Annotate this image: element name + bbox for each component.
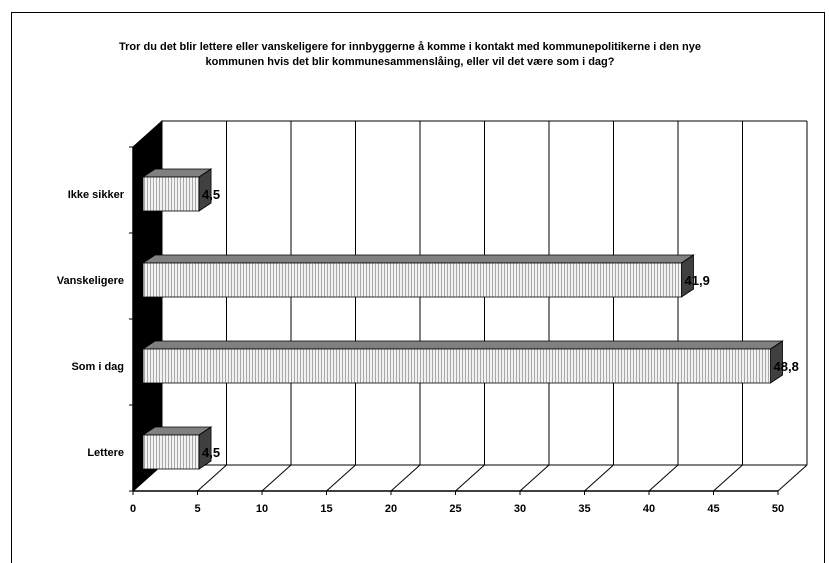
data-label: 4,5 xyxy=(202,187,220,202)
data-label: 41,9 xyxy=(685,273,710,288)
x-tick-label: 35 xyxy=(578,503,590,515)
x-tick-label: 45 xyxy=(707,503,719,515)
bar xyxy=(142,348,771,384)
category-label: Vanskeligere xyxy=(57,275,124,287)
floor-gridline xyxy=(197,464,227,492)
x-tick-label: 40 xyxy=(643,503,655,515)
chart-title: Tror du det blir lettere eller vanskelig… xyxy=(119,41,701,68)
category-label: Ikke sikker xyxy=(68,189,125,201)
x-tick-label: 50 xyxy=(772,503,784,515)
bars xyxy=(141,168,784,470)
floor-gridline xyxy=(326,464,356,492)
floor-gridline xyxy=(261,464,292,492)
labels: 0 5 10 15 20 25 30 35 40 45 50 4,5 Ikke sikker 41,9 Va… xyxy=(57,187,799,515)
floor-gridline xyxy=(777,464,808,492)
axes xyxy=(129,146,779,495)
x-tick-label: 20 xyxy=(385,503,397,515)
category-label: Som i dag xyxy=(71,361,124,373)
bar xyxy=(142,262,682,298)
category-label: Lettere xyxy=(87,447,124,459)
bar-top xyxy=(141,254,695,264)
grid xyxy=(132,120,808,492)
x-tick-label: 15 xyxy=(320,503,332,515)
floor-gridline xyxy=(713,464,743,492)
floor-gridline xyxy=(648,464,679,492)
x-tick-label: 25 xyxy=(449,503,461,515)
x-tick-label: 0 xyxy=(130,503,136,515)
data-label: 48,8 xyxy=(774,359,799,374)
x-tick-label: 10 xyxy=(256,503,268,515)
bar xyxy=(142,176,200,212)
bar xyxy=(142,434,200,470)
floor-gridline xyxy=(584,464,614,492)
bar-top xyxy=(141,340,784,350)
floor-gridline xyxy=(519,464,550,492)
x-tick-label: 5 xyxy=(194,503,200,515)
x-tick-label: 30 xyxy=(514,503,526,515)
floor-gridline xyxy=(390,464,421,492)
floor-gridline xyxy=(455,464,485,492)
data-label: 4,5 xyxy=(202,445,220,460)
